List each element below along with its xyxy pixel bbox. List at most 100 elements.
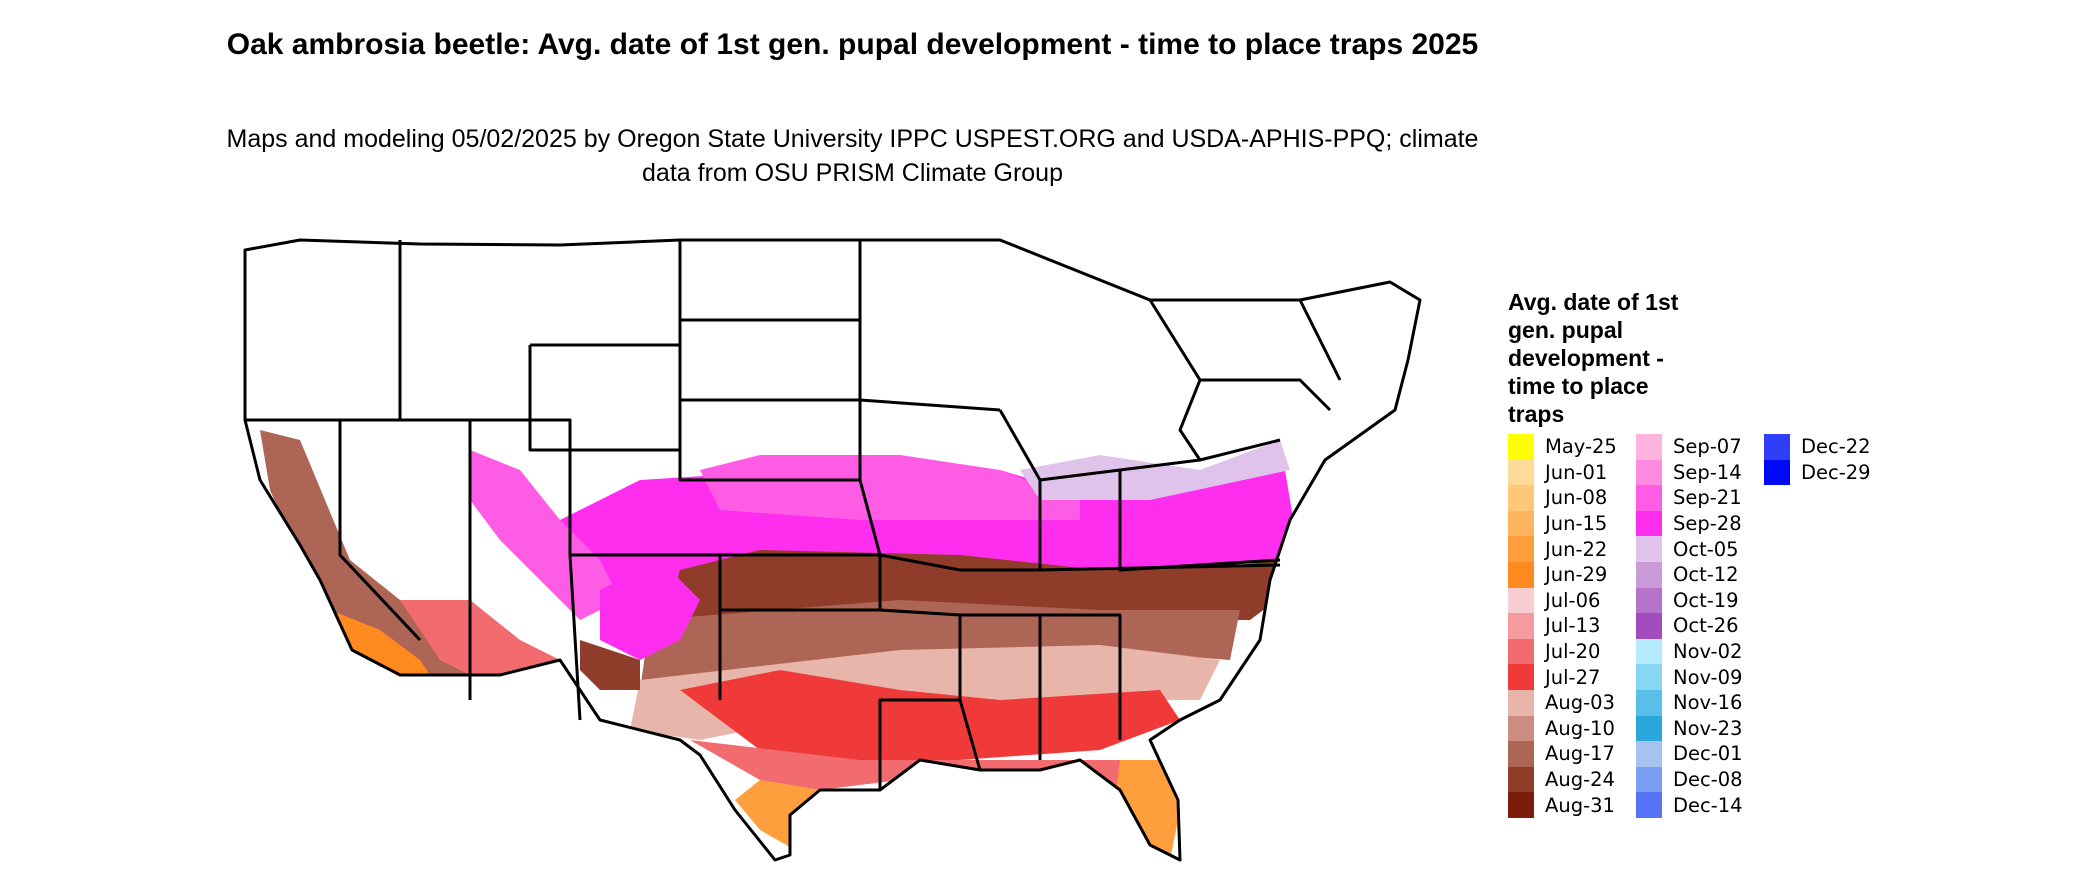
legend-swatch <box>1636 664 1662 690</box>
legend-swatch <box>1636 485 1662 511</box>
legend-swatch <box>1636 689 1662 716</box>
legend-swatch <box>1508 587 1534 614</box>
legend-item: Jul-06 <box>1508 587 1636 614</box>
legend-swatch <box>1508 715 1534 742</box>
legend-item: Oct-19 <box>1636 587 1764 614</box>
legend-item: Jun-01 <box>1508 459 1636 486</box>
legend-swatch <box>1636 792 1662 818</box>
legend-label: Oct-05 <box>1673 537 1739 561</box>
legend-label: Dec-01 <box>1673 742 1743 766</box>
legend-item: Sep-14 <box>1636 459 1764 486</box>
legend-label: Oct-19 <box>1673 588 1739 612</box>
legend-column: May-25 Jun-01 Jun-08 Jun-15 Jun-22 Jun-29 Jul-… <box>1508 434 1636 818</box>
legend-swatch <box>1764 459 1790 486</box>
legend-swatch <box>1508 766 1534 793</box>
legend-label: Dec-29 <box>1801 460 1871 484</box>
legend-item: Jun-15 <box>1508 510 1636 537</box>
state-boundaries <box>243 238 1422 862</box>
legend-swatch <box>1508 485 1534 511</box>
legend-item: Sep-07 <box>1636 434 1764 460</box>
legend-swatch <box>1636 638 1662 665</box>
legend-label: Dec-08 <box>1673 768 1743 792</box>
legend-item: Oct-26 <box>1636 613 1764 639</box>
map-subtitle: Maps and modeling 05/02/2025 by Oregon S… <box>226 125 1479 187</box>
legend-swatch <box>1636 459 1662 486</box>
legend-label: Oct-26 <box>1673 614 1739 638</box>
legend-swatch <box>1636 587 1662 614</box>
legend-item: Aug-24 <box>1508 766 1636 793</box>
legend-swatch <box>1636 766 1662 793</box>
legend-label: Sep-21 <box>1673 486 1742 510</box>
legend-swatch <box>1508 792 1534 818</box>
legend-label: Oct-12 <box>1673 563 1739 587</box>
legend-label: Nov-02 <box>1673 640 1743 664</box>
legend-swatch <box>1508 434 1534 460</box>
legend-swatch <box>1508 689 1534 716</box>
legend-item: Dec-22 <box>1764 434 1892 460</box>
legend-label: Sep-14 <box>1673 460 1742 484</box>
legend-item: Dec-08 <box>1636 766 1764 793</box>
legend-item: Nov-09 <box>1636 664 1764 690</box>
legend-label: Jul-06 <box>1545 588 1601 612</box>
legend-item: Jul-20 <box>1508 638 1636 665</box>
legend-label: May-25 <box>1545 435 1617 459</box>
legend-label: Aug-10 <box>1545 716 1615 740</box>
legend-label: Jul-27 <box>1545 665 1601 689</box>
legend-label: Jun-15 <box>1545 512 1608 536</box>
legend-item: Oct-12 <box>1636 561 1764 588</box>
legend-item: Oct-05 <box>1636 536 1764 562</box>
legend-swatch <box>1636 561 1662 588</box>
legend-item: Sep-28 <box>1636 510 1764 537</box>
legend-swatch <box>1636 613 1662 639</box>
legend-label: Jul-20 <box>1545 640 1601 664</box>
legend-swatch <box>1508 613 1534 639</box>
legend-label: Sep-07 <box>1673 435 1742 459</box>
legend-label: Jun-22 <box>1545 537 1608 561</box>
legend-swatch <box>1636 510 1662 537</box>
legend-swatch <box>1636 715 1662 742</box>
legend-item: Nov-23 <box>1636 715 1764 742</box>
legend-column: Dec-22 Dec-29 <box>1764 434 1892 818</box>
legend-swatch <box>1508 510 1534 537</box>
legend-swatch <box>1508 536 1534 562</box>
legend-item: Jul-13 <box>1508 613 1636 639</box>
legend-swatch <box>1508 664 1534 690</box>
legend-item: Aug-03 <box>1508 689 1636 716</box>
legend-swatch <box>1764 434 1790 460</box>
legend-item: Dec-14 <box>1636 792 1764 818</box>
legend-swatch <box>1508 741 1534 767</box>
legend-label: Dec-14 <box>1673 793 1743 817</box>
legend-swatch <box>1508 638 1534 665</box>
legend-swatch <box>1636 536 1662 562</box>
legend-item: Jun-08 <box>1508 485 1636 511</box>
legend-label: Nov-23 <box>1673 716 1743 740</box>
map-title: Oak ambrosia beetle: Avg. date of 1st ge… <box>226 28 1479 61</box>
legend-item: Dec-01 <box>1636 741 1764 767</box>
legend-item: Jul-27 <box>1508 664 1636 690</box>
legend-label: Nov-09 <box>1673 665 1743 689</box>
legend-label: Aug-24 <box>1545 768 1615 792</box>
us-map <box>243 238 1422 862</box>
legend-item: Nov-02 <box>1636 638 1764 665</box>
legend-columns: May-25 Jun-01 Jun-08 Jun-15 Jun-22 Jun-29 Jul-… <box>1508 434 1928 818</box>
legend-label: Aug-03 <box>1545 691 1615 715</box>
legend-label: Sep-28 <box>1673 512 1742 536</box>
legend-item: Aug-17 <box>1508 741 1636 767</box>
legend-item: Aug-10 <box>1508 715 1636 742</box>
legend-item: Dec-29 <box>1764 459 1892 486</box>
legend-swatch <box>1508 459 1534 486</box>
legend-label: Jun-01 <box>1545 460 1608 484</box>
legend-item: Nov-16 <box>1636 689 1764 716</box>
legend-label: Dec-22 <box>1801 435 1871 459</box>
legend-swatch <box>1636 741 1662 767</box>
legend-swatch <box>1636 434 1662 460</box>
legend-label: Jun-08 <box>1545 486 1608 510</box>
legend: Avg. date of 1st gen. pupal development … <box>1508 288 1928 818</box>
legend-label: Aug-17 <box>1545 742 1615 766</box>
legend-title: Avg. date of 1st gen. pupal development … <box>1508 289 1679 427</box>
legend-item: Aug-31 <box>1508 792 1636 818</box>
legend-label: Aug-31 <box>1545 793 1615 817</box>
legend-swatch <box>1508 561 1534 588</box>
legend-label: Jul-13 <box>1545 614 1601 638</box>
legend-label: Jun-29 <box>1545 563 1608 587</box>
